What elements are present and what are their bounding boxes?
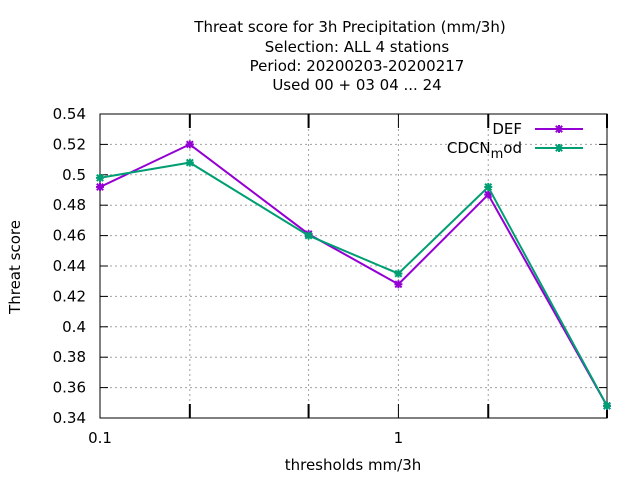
y-tick-label: 0.38 [53,348,86,366]
data-point [96,182,104,191]
y-tick-label: 0.44 [53,257,86,275]
y-tick-label: 0.42 [53,287,86,305]
title-line-2: Selection: ALL 4 stations [265,38,450,56]
x-axis-label: thresholds mm/3h [285,456,422,474]
data-point [96,173,104,182]
legend-label: CDCNmod [447,139,522,162]
axes: 0.34 0.36 0.38 0.4 0.42 0.44 0.46 0.48 0.5 0.52 0.… [53,105,608,447]
legend-label: DEF [492,120,522,138]
legend-marker [555,144,563,152]
title-line-3: Period: 20200203-20200217 [250,57,465,75]
data-point [603,401,611,410]
y-tick-label: 0.34 [53,409,86,427]
x-tick-label: 0.1 [88,429,112,447]
data-point [394,269,403,278]
data-point [185,158,194,167]
y-tick-label: 0.36 [53,379,86,397]
x-tick-label: 1 [394,429,404,447]
y-tick-label: 0.46 [53,227,86,245]
data-point [484,182,493,191]
chart-title: Threat score for 3h Precipitation (mm/3h… [193,18,505,94]
title-line-4: Used 00 + 03 04 ... 24 [272,76,441,94]
y-tick-label: 0.54 [53,105,86,123]
data-series [96,140,611,410]
data-point [304,231,313,240]
title-line-1: Threat score for 3h Precipitation (mm/3h… [193,18,505,36]
data-point [394,280,403,289]
y-tick-label: 0.5 [62,166,86,184]
series-line-cdcn [99,161,608,407]
series-line-def [99,143,608,407]
y-tick-label: 0.4 [62,318,86,336]
y-tick-label: 0.52 [53,135,86,153]
data-point [185,140,194,149]
legend-marker [555,125,563,133]
plot-frame [99,113,608,419]
y-tick-label: 0.48 [53,196,86,214]
y-axis-label: Threat score [6,220,24,315]
